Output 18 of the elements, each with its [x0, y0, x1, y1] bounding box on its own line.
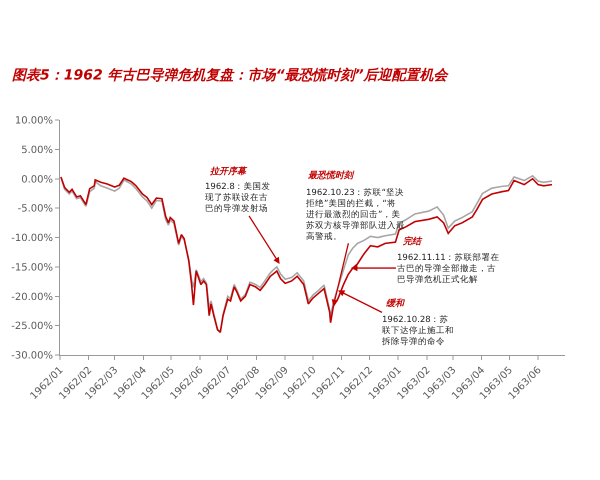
chart-title: 图表5：1962 年古巴导弹危机复盘：市场“最恐慌时刻”后迎配置机会 — [12, 66, 450, 84]
y-tick-label: 10.00% — [14, 116, 53, 126]
y-tick-label: -30.00% — [11, 350, 53, 362]
annotation: 缓和 — [386, 298, 405, 309]
y-tick-label: -20.00% — [11, 292, 53, 303]
y-tick-label: -25.00% — [11, 321, 53, 332]
annotation: 1962.8：美国发现了苏联设在古巴的导弹发射场 — [205, 181, 271, 214]
y-tick-label: 5.00% — [21, 144, 53, 156]
annotation: 完结 — [402, 236, 423, 247]
annotation: 拉开序幕 — [209, 166, 248, 177]
annotation: 1962.11.11：苏联部署在古巴的导弹全部撤走，古巴导弹危机正式化解 — [397, 252, 500, 286]
y-tick-label: -5.00% — [18, 204, 53, 215]
annotation: 1962.10.28：苏联下达停止施工和拆除导弹的命令 — [381, 314, 454, 348]
y-tick-label: -15.00% — [11, 262, 53, 274]
annotation: 最恐慌时刻 — [308, 170, 355, 181]
y-tick-label: 0.00% — [21, 174, 53, 186]
y-tick-label: -10.00% — [11, 233, 53, 244]
annotation: 1962.10.23：苏联“坚决拒绝”美国的拦截，“将进行最激烈的回击”，美苏双方核导弹部队进入最高警戒。 — [305, 187, 405, 242]
